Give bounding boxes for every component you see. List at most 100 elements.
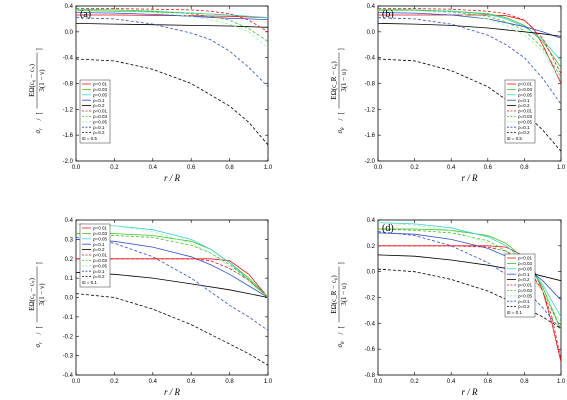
y-label-subscript: θ (341, 341, 346, 344)
series-line-7 (378, 8, 561, 78)
x-tick-label: 0.4 (149, 379, 158, 385)
chart-panel-4: 0.0 0.2 0.4 0.6 0.8 1.0 0.4 0.2 0.0 -0.2 -0.4 -0.6 -… (330, 218, 566, 397)
x-tick-label: 0.0 (374, 379, 383, 385)
legend-entry: ρ=0.05 (93, 263, 107, 268)
y-label-slash: / (337, 119, 345, 121)
x-tick-label: 0.2 (410, 379, 419, 385)
legend-entry: ρ=0.1 (518, 98, 530, 103)
x-tick-label: 0.0 (72, 165, 81, 171)
legend: ρ=0.01ρ=0.03ρ=0.05ρ=0.1ρ=0.2ρ=0.01ρ=0.03… (504, 79, 536, 144)
series-line-9 (76, 237, 268, 331)
legend-entry: ρ=0.2 (93, 247, 105, 252)
x-axis-label: r / R (164, 173, 181, 183)
legend: ρ=0.01ρ=0.03ρ=0.05ρ=0.1ρ=0.2ρ=0.01ρ=0.03… (79, 79, 111, 144)
y-label-bracket-left: [ (337, 326, 345, 329)
x-axis-label: r / R (461, 387, 478, 397)
x-tick-label: 0.2 (110, 165, 119, 171)
series-line-1 (76, 14, 268, 18)
x-tick-label: 1.0 (264, 379, 273, 385)
y-tick-label: 0.4 (65, 4, 74, 10)
legend-entry: ρ=0.1 (93, 125, 105, 130)
legend-entry: ρ=0.03 (518, 87, 532, 92)
y-label-symbol: σr (34, 128, 44, 133)
series-line-10 (378, 58, 561, 152)
y-tick-label: -0.4 (365, 321, 376, 327)
legend-entry: ρ=0.01 (518, 109, 532, 114)
y-tick-label: -2.0 (365, 159, 376, 165)
y-axis-label: σθ / [EΩ(c_R − c₀) 3(1 − υ)] (330, 48, 348, 133)
y-tick-label: 0.4 (367, 4, 376, 10)
chart-panel-2: 0.0 0.2 0.4 0.6 0.8 1.0 0.4 0.0 -0.4 -0.8 -1.2 -1.6… (330, 4, 566, 183)
legend-entry: ρ=0.05 (518, 293, 532, 298)
legend-entry: ρ=0.1 (518, 299, 530, 304)
y-tick-label: 0.0 (367, 30, 376, 36)
series-group (76, 223, 268, 366)
legend-entry: ρ=0.1 (93, 269, 105, 274)
series-line-8 (76, 223, 268, 298)
y-label-subscript: θ (341, 127, 346, 130)
series-line-7 (76, 8, 268, 42)
y-tick-label: -0.8 (365, 82, 376, 88)
series-line-3 (378, 222, 561, 318)
y-tick-label: 0.4 (65, 218, 74, 224)
y-label-denominator: 3(1 − ν) (38, 283, 46, 306)
y-tick-label: 0.0 (65, 296, 74, 302)
legend-entry: ρ=0.05 (518, 266, 532, 271)
series-line-3 (76, 223, 268, 298)
y-axis-label: σr / [EΩ(c₀ − cₛ) 3(1 − ν)] (28, 48, 46, 133)
legend-entry: ρ=0.03 (518, 288, 532, 293)
series-line-3 (76, 8, 268, 18)
y-label-denominator: 3(1 − υ) (340, 69, 348, 92)
x-tick-label: 0.4 (447, 379, 456, 385)
y-label-numerator: EΩ(c_R − c₀) (330, 275, 338, 314)
series-group (378, 8, 561, 152)
y-tick-label: -1.6 (365, 133, 376, 139)
chart-panel-1: 0.0 0.2 0.4 0.6 0.8 1.0 0.4 0.0 -0.4 -0.8 -1.2 -1.6… (28, 4, 273, 183)
legend-note: ϖ = 0.1 (82, 280, 97, 285)
legend-entry: ρ=0.2 (518, 103, 530, 108)
legend-entry: ρ=0.2 (518, 304, 530, 309)
y-label-symbol: σθ (336, 341, 346, 347)
y-tick-label: -1.2 (365, 107, 376, 113)
y-tick-label: 0.3 (65, 237, 74, 243)
x-tick-label: 0.2 (410, 165, 419, 171)
y-tick-label: -0.8 (365, 373, 376, 379)
legend-entry: ρ=0.03 (518, 114, 532, 119)
x-tick-label: 1.0 (264, 165, 273, 171)
x-axis-label: r / R (164, 387, 181, 397)
y-tick-label: -0.2 (63, 334, 74, 340)
y-label-bracket-right: ] (35, 48, 43, 50)
legend-entry: ρ=0.2 (518, 130, 530, 135)
series-line-1 (378, 245, 561, 363)
y-label-numerator: EΩ(c₀ − cₛ) (28, 277, 36, 311)
y-label-numerator: EΩ(c₀ − cₛ) (28, 63, 36, 97)
legend-entry: ρ=0.1 (93, 242, 105, 247)
x-tick-label: 0.8 (225, 165, 234, 171)
series-line-2 (378, 228, 561, 330)
x-tick-label: 0.8 (520, 379, 529, 385)
legend-entry: ρ=0.1 (518, 125, 530, 130)
y-label-subscript: r (39, 128, 44, 130)
y-label-bracket-left: [ (337, 112, 345, 115)
y-axis-label: σr / [EΩ(c₀ − cₛ) 3(1 − ν)] (28, 262, 46, 347)
legend-entry: ρ=0.01 (93, 253, 107, 258)
legend: ρ=0.01ρ=0.03ρ=0.05ρ=0.1ρ=0.2ρ=0.01ρ=0.03… (504, 253, 536, 318)
legend-entry: ρ=0.1 (93, 98, 105, 103)
y-tick-label: -0.2 (365, 296, 376, 302)
legend-entry: ρ=0.05 (93, 119, 107, 124)
y-tick-label: -0.4 (365, 56, 376, 62)
series-line-8 (378, 222, 561, 324)
legend: ρ=0.01ρ=0.03ρ=0.05ρ=0.1ρ=0.2ρ=0.01ρ=0.03… (79, 223, 111, 288)
x-tick-label: 0.2 (110, 379, 119, 385)
legend-note: ϖ = 0.5 (507, 136, 522, 141)
series-line-4 (76, 239, 268, 298)
legend-box (504, 79, 536, 144)
legend-entry: ρ=0.05 (93, 236, 107, 241)
series-line-6 (378, 245, 561, 360)
x-tick-label: 0.4 (447, 165, 456, 171)
y-tick-label: 0.1 (65, 276, 74, 282)
series-group (76, 8, 268, 146)
legend-entry: ρ=0.03 (93, 87, 107, 92)
x-axis-label: r / R (461, 173, 478, 183)
